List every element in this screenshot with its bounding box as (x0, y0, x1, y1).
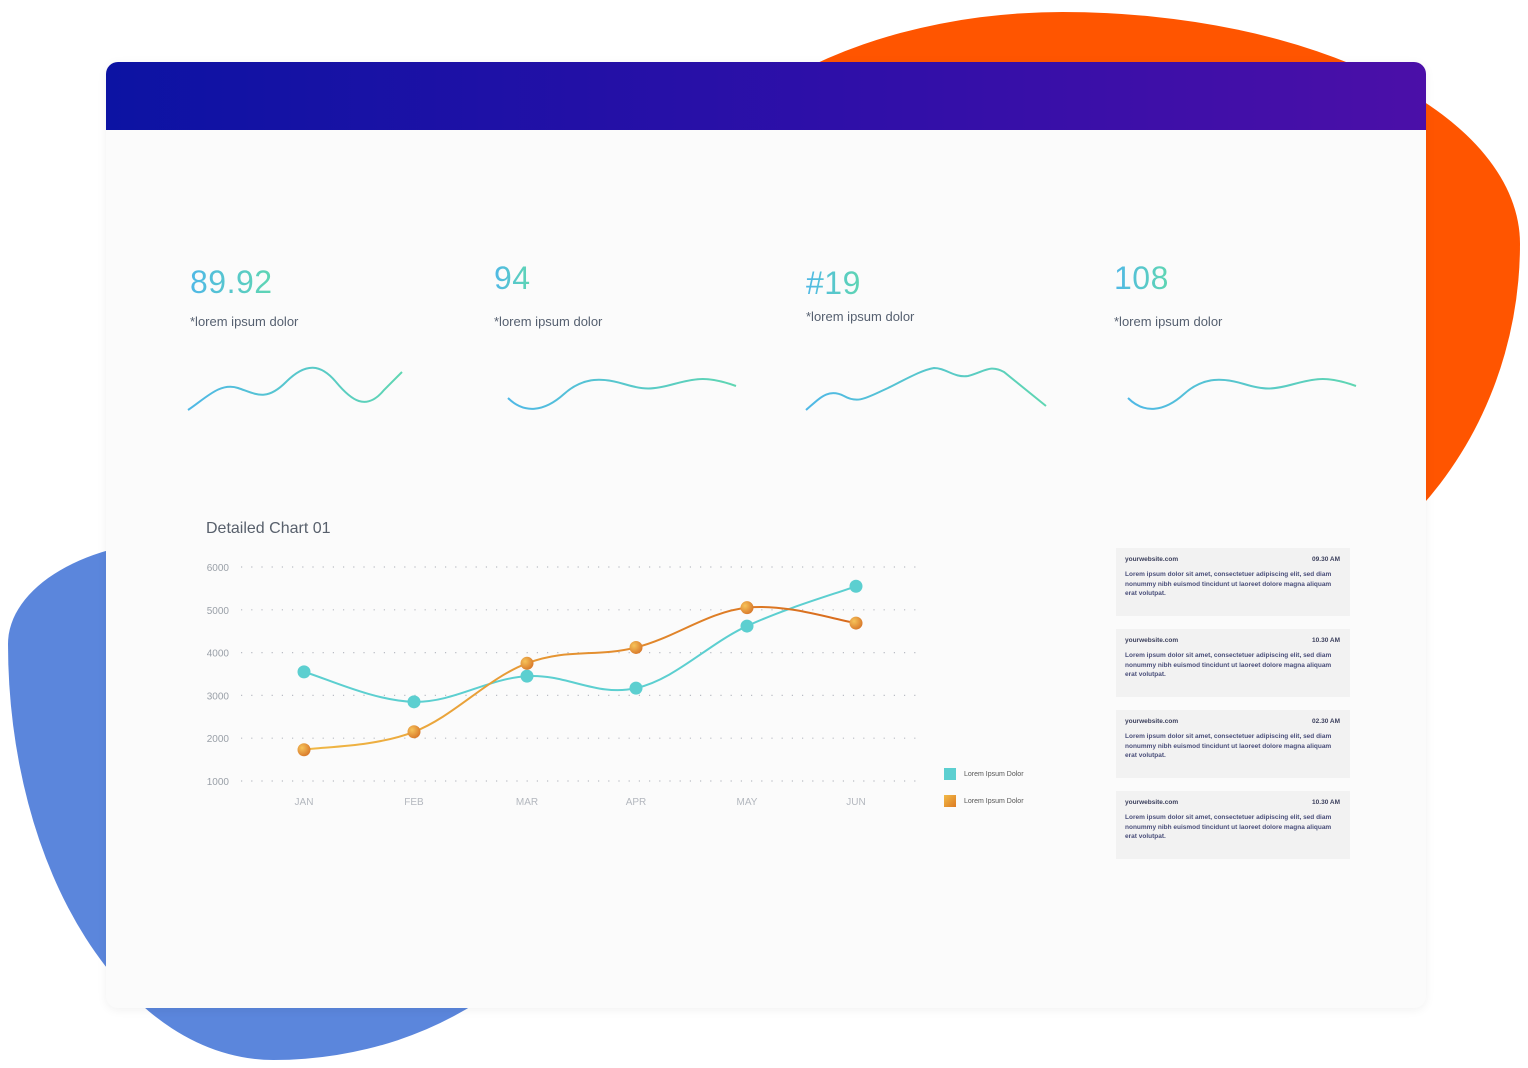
data-point[interactable] (520, 669, 534, 683)
data-point[interactable] (520, 656, 534, 670)
feed-text: Lorem ipsum dolor sit amet, consectetuer… (1125, 652, 1332, 678)
y-tick-label: 1000 (207, 777, 230, 788)
legend-item: Lorem Ipsum Dolor (944, 768, 1024, 780)
data-point[interactable] (740, 619, 754, 633)
stat-label: *lorem ipsum dolor (494, 314, 603, 329)
stat-card: 108 (1114, 262, 1169, 294)
y-tick-label: 6000 (207, 563, 230, 574)
x-tick-label: MAY (737, 797, 758, 808)
y-tick-label: 5000 (207, 606, 230, 617)
legend-swatch (944, 768, 956, 780)
x-tick-label: JAN (295, 797, 314, 808)
stat-label: *lorem ipsum dolor (190, 314, 299, 329)
feed-text: Lorem ipsum dolor sit amet, consectetuer… (1125, 571, 1332, 597)
x-tick-label: APR (626, 797, 647, 808)
sparkline (187, 366, 403, 411)
x-tick-label: MAR (516, 797, 538, 808)
stat-card: 89.92 (190, 266, 273, 298)
data-point[interactable] (297, 743, 311, 757)
title-bar (106, 62, 1426, 130)
data-point[interactable] (297, 665, 311, 679)
legend-item: Lorem Ipsum Dolor (944, 795, 1024, 807)
data-point[interactable] (407, 695, 421, 709)
feed-card[interactable]: yourwebsite.com 10.30 AM Lorem ipsum dol… (1116, 791, 1350, 859)
chart-title: Detailed Chart 01 (206, 520, 331, 537)
stat-card: #19 (806, 267, 861, 299)
feed-card-header: yourwebsite.com 10.30 AM (1125, 637, 1340, 644)
data-point[interactable] (407, 725, 421, 739)
legend-label: Lorem Ipsum Dolor (964, 770, 1024, 778)
sparkline (805, 366, 1047, 411)
feed-text: Lorem ipsum dolor sit amet, consectetuer… (1125, 814, 1332, 840)
feed-site[interactable]: yourwebsite.com (1125, 718, 1179, 725)
feed-time: 02.30 AM (1312, 718, 1340, 725)
feed-card[interactable]: yourwebsite.com 10.30 AM Lorem ipsum dol… (1116, 629, 1350, 697)
data-point[interactable] (740, 601, 754, 615)
x-tick-label: JUN (846, 797, 865, 808)
feed-card-header: yourwebsite.com 10.30 AM (1125, 799, 1340, 806)
data-point[interactable] (629, 681, 643, 695)
feed-site[interactable]: yourwebsite.com (1125, 799, 1179, 806)
series-line (303, 585, 857, 703)
x-tick-label: FEB (404, 797, 424, 808)
feed-card-header: yourwebsite.com 02.30 AM (1125, 718, 1340, 725)
feed-time: 10.30 AM (1312, 799, 1340, 806)
data-point[interactable] (629, 640, 643, 654)
y-tick-label: 4000 (207, 649, 230, 660)
feed-site[interactable]: yourwebsite.com (1125, 556, 1179, 563)
feed-card[interactable]: yourwebsite.com 09.30 AM Lorem ipsum dol… (1116, 548, 1350, 616)
y-tick-label: 3000 (207, 691, 230, 702)
stat-value: 89.92 (190, 264, 273, 300)
series-line (303, 605, 857, 751)
stat-value: 108 (1114, 260, 1169, 296)
stat-label: *lorem ipsum dolor (1114, 314, 1223, 329)
line-chart: 6000 5000 4000 3000 2000 1000 JAN FEB MAR APR MAY J… (207, 563, 921, 808)
y-tick-label: 2000 (207, 734, 230, 745)
stat-card: 94 (494, 262, 531, 294)
stat-label: *lorem ipsum dolor (806, 309, 915, 324)
dashboard-window: 89.92 *lorem ipsum dolor 94 *lorem ipsum… (106, 62, 1426, 1008)
sparkline (1127, 378, 1357, 410)
feed-time: 09.30 AM (1312, 556, 1340, 563)
stat-value: #19 (806, 265, 861, 301)
feed-site[interactable]: yourwebsite.com (1125, 637, 1179, 644)
sparkline (507, 378, 737, 410)
legend-label: Lorem Ipsum Dolor (964, 797, 1024, 805)
feed-text: Lorem ipsum dolor sit amet, consectetuer… (1125, 733, 1332, 759)
feed-card[interactable]: yourwebsite.com 02.30 AM Lorem ipsum dol… (1116, 710, 1350, 778)
stat-value: 94 (494, 260, 531, 296)
feed-card-header: yourwebsite.com 09.30 AM (1125, 556, 1340, 563)
data-point[interactable] (849, 579, 863, 593)
data-point[interactable] (849, 616, 863, 630)
legend-swatch (944, 795, 956, 807)
feed-time: 10.30 AM (1312, 637, 1340, 644)
